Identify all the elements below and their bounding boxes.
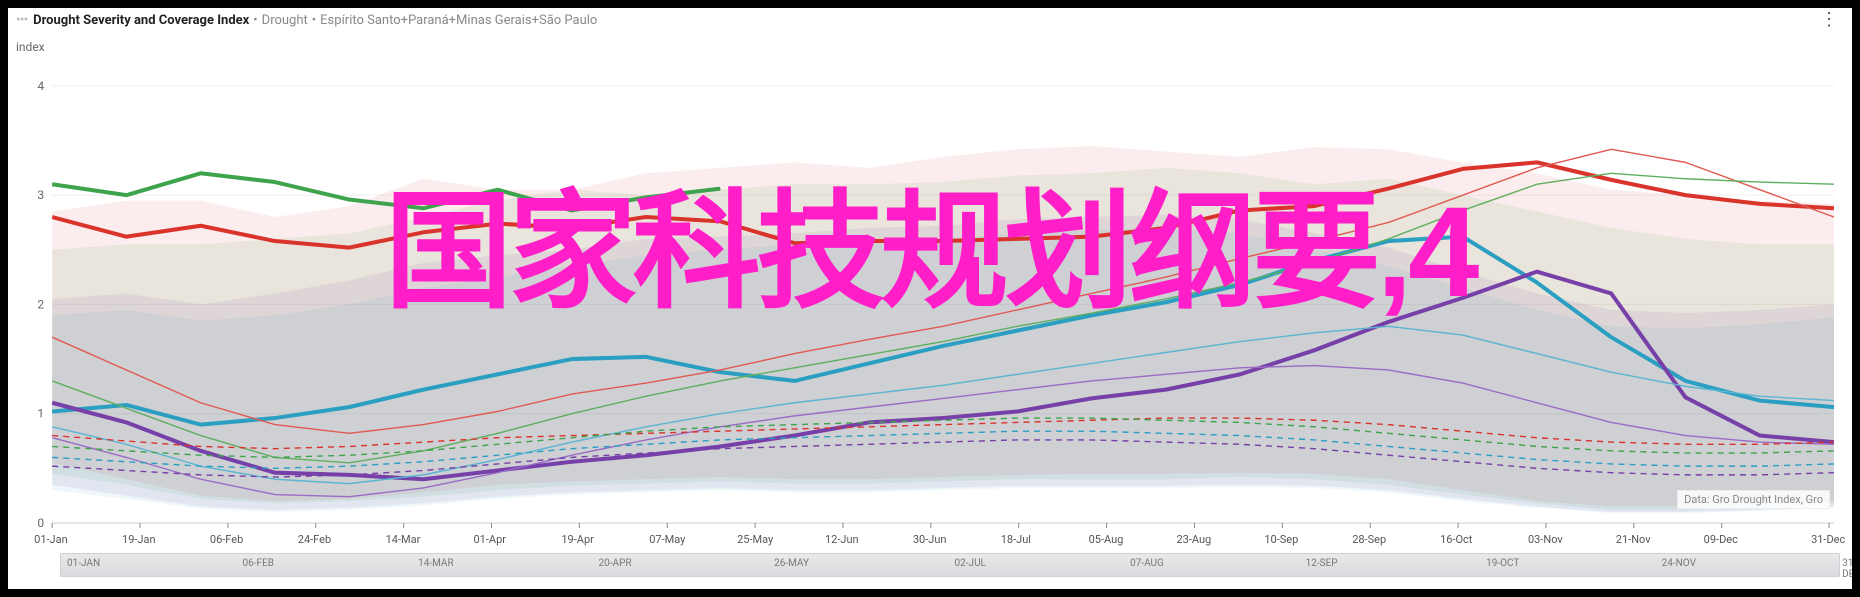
x-range-tick-label: 24-NOV (1662, 558, 1696, 569)
x-tick-label: 09-Dec (1704, 533, 1738, 546)
data-attribution: Data: Gro Drought Index, Gro (1677, 490, 1830, 509)
x-tick-label: 10-Sep (1264, 533, 1298, 546)
x-tick-label: 01-Apr (474, 533, 506, 546)
x-tick-label: 03-Nov (1528, 533, 1563, 546)
x-tick-label: 30-Jun (913, 533, 947, 546)
x-tick-label: 14-Mar (386, 533, 421, 546)
x-tick-label: 25-May (737, 533, 773, 546)
svg-text:4: 4 (37, 79, 44, 93)
svg-text:2: 2 (37, 297, 44, 311)
x-tick-label: 19-Jan (122, 533, 156, 546)
more-options-icon[interactable]: ⋮ (1814, 11, 1844, 29)
chart-plot-area[interactable]: 0 1 2 3 4 (16, 58, 1844, 531)
chart-subtitle-2: Espírito Santo+Paraná+Minas Gerais+São P… (320, 13, 597, 28)
svg-text:1: 1 (37, 407, 44, 421)
x-tick-label: 31-Dec (1811, 533, 1845, 546)
separator: • (253, 13, 257, 28)
chart-frame: ••• Drought Severity and Coverage Index … (0, 0, 1860, 597)
x-range-tick-label: 19-OCT (1486, 558, 1519, 569)
x-tick-label: 18-Jul (1001, 533, 1031, 546)
x-tick-label: 21-Nov (1616, 533, 1651, 546)
x-range-tick-label: 01-JAN (67, 558, 100, 569)
y-axis-label: index (16, 40, 45, 54)
x-tick-label: 12-Jun (825, 533, 859, 546)
chart-header: ••• Drought Severity and Coverage Index … (8, 8, 1852, 30)
x-range-tick-label: 12-SEP (1306, 558, 1338, 569)
x-tick-label: 24-Feb (298, 533, 331, 546)
x-range-tick-label: 02-JUL (955, 558, 986, 569)
x-range-tick-label: 26-MAY (774, 558, 809, 569)
x-tick-label: 19-Apr (561, 533, 593, 546)
x-tick-label: 06-Feb (210, 533, 243, 546)
x-tick-label: 07-May (649, 533, 685, 546)
x-axis-range-bar[interactable]: 01-JAN 06-FEB 14-MAR 20-APR 26-MAY 02-JUL 07-A… (60, 553, 1840, 577)
x-axis-primary: 01-Jan 19-Jan 06-Feb 24-Feb 14-Mar 01-Apr 19-A… (16, 533, 1844, 549)
chart-title: Drought Severity and Coverage Index (33, 13, 249, 28)
x-range-tick-label: 31-DEC (1842, 558, 1860, 580)
x-range-tick-label: 07-AUG (1130, 558, 1164, 569)
svg-text:3: 3 (37, 188, 44, 202)
x-tick-label: 05-Aug (1089, 533, 1124, 546)
x-tick-label: 01-Jan (34, 533, 68, 546)
x-tick-label: 23-Aug (1176, 533, 1211, 546)
x-tick-label: 28-Sep (1352, 533, 1386, 546)
x-tick-label: 16-Oct (1440, 533, 1472, 546)
x-range-tick-label: 14-MAR (418, 558, 454, 569)
x-range-tick-label: 06-FEB (243, 558, 274, 569)
svg-text:0: 0 (37, 516, 44, 530)
drag-handle-icon[interactable]: ••• (16, 12, 27, 28)
separator: • (312, 13, 316, 28)
x-range-tick-label: 20-APR (599, 558, 632, 569)
chart-subtitle-1: Drought (262, 13, 308, 28)
